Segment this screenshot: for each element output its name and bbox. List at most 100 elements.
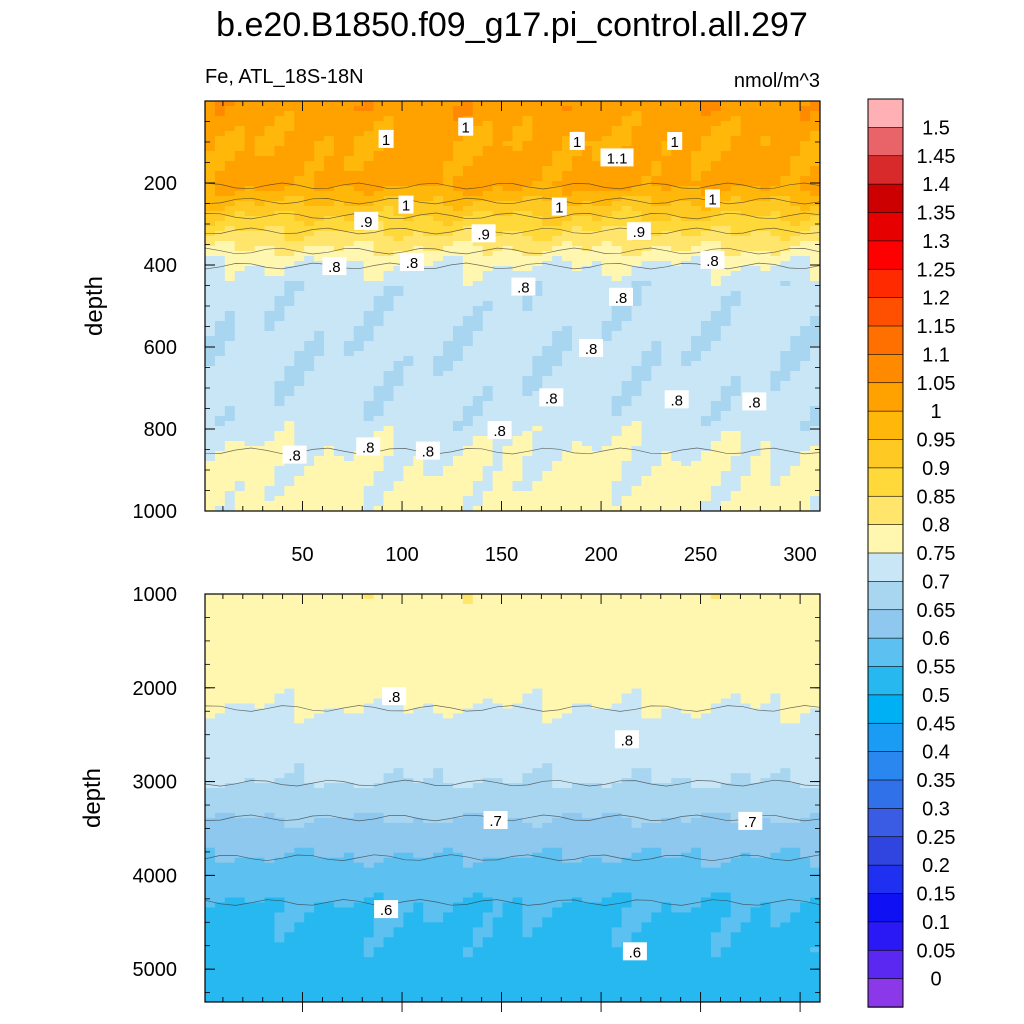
contour-cell: [790, 266, 801, 272]
contour-cell: [333, 296, 345, 302]
contour-cell: [522, 196, 533, 202]
contour-cell: [681, 181, 692, 187]
contour-cell: [710, 236, 722, 242]
contour-cell: [810, 366, 820, 372]
contour-cell: [224, 371, 236, 377]
contour-cell: [383, 481, 395, 487]
contour-cell: [274, 491, 285, 497]
contour-cell: [730, 316, 742, 322]
contour-cell: [641, 206, 652, 212]
contour-cell: [264, 176, 276, 182]
contour-cell: [314, 191, 325, 197]
contour-cell: [284, 161, 295, 167]
contour-cell: [522, 266, 533, 272]
contour-cell: [661, 481, 672, 487]
contour-cell: [700, 371, 712, 377]
contour-cell: [661, 331, 672, 337]
contour-cell: [284, 316, 295, 322]
contour-cell: [304, 186, 315, 192]
contour-cell: [482, 476, 494, 482]
contour-cell: [691, 101, 702, 107]
contour-cell: [353, 311, 365, 317]
contour-cell: [671, 151, 682, 157]
contour-cell: [631, 416, 643, 422]
contour-cell: [314, 386, 325, 392]
contour-cell: [492, 281, 504, 287]
contour-cell: [641, 496, 652, 502]
contour-cell: [661, 221, 672, 227]
contour-cell: [274, 436, 285, 442]
contour-cell: [502, 291, 514, 297]
contour-cell: [264, 261, 276, 267]
contour-cell: [532, 451, 543, 457]
contour-cell: [373, 406, 385, 412]
contour-cell: [433, 391, 444, 397]
contour-cell: [572, 451, 583, 457]
contour-cell: [532, 221, 543, 227]
contour-cell: [433, 206, 444, 212]
contour-cell: [433, 196, 444, 202]
contour-cell: [542, 371, 553, 377]
contour-cell: [472, 161, 484, 167]
contour-cell: [542, 276, 553, 282]
contour-cell: [462, 436, 474, 442]
contour-cell: [254, 196, 266, 202]
contour-cell: [324, 381, 335, 387]
contour-cell: [572, 366, 583, 372]
contour-cell: [423, 391, 434, 397]
contour-cell: [700, 156, 712, 162]
contour-cell: [750, 476, 762, 482]
contour-cell: [691, 276, 702, 282]
contour-cell: [205, 256, 216, 262]
contour-cell: [224, 451, 236, 457]
contour-cell: [314, 281, 325, 287]
contour-cell: [740, 206, 752, 212]
contour-cell: [532, 341, 543, 347]
contour-cell: [264, 316, 276, 322]
contour-cell: [274, 411, 285, 417]
contour-cell: [651, 471, 662, 477]
contour-cell: [304, 226, 315, 232]
contour-cell: [780, 471, 791, 477]
contour-cell: [482, 276, 494, 282]
contour-cell: [472, 136, 484, 142]
contour-cell: [691, 221, 702, 227]
contour-cell: [532, 206, 543, 212]
contour-cell: [512, 261, 524, 267]
contour-cell: [343, 231, 355, 237]
contour-cell: [254, 396, 266, 402]
contour-cell: [343, 171, 355, 177]
contour-cell: [482, 371, 494, 377]
contour-cell: [512, 151, 524, 157]
contour-cell: [790, 441, 801, 447]
contour-cell: [800, 391, 811, 397]
contour-cell: [750, 376, 762, 382]
contour-cell: [224, 321, 236, 327]
contour-cell: [333, 391, 345, 397]
contour-cell: [591, 401, 603, 407]
contour-cell: [552, 476, 563, 482]
contour-cell: [443, 206, 454, 212]
contour-cell: [542, 141, 553, 147]
contour-cell: [214, 426, 226, 432]
contour-cell: [482, 151, 494, 157]
contour-cell: [691, 376, 702, 382]
contour-cell: [363, 171, 375, 177]
contour-cell: [750, 241, 762, 247]
contour-cell: [512, 101, 524, 107]
contour-cell: [710, 151, 722, 157]
contour-cell: [512, 371, 524, 377]
contour-cell: [423, 461, 434, 467]
contour-cell: [264, 411, 276, 417]
contour-cell: [284, 201, 295, 207]
contour-cell: [581, 196, 593, 202]
contour-cell: [542, 281, 553, 287]
contour-cell: [472, 101, 484, 107]
contour-cell: [383, 221, 395, 227]
contour-cell: [294, 436, 305, 442]
contour-cell: [552, 251, 563, 257]
contour-cell: [433, 351, 444, 357]
contour-cell: [512, 481, 524, 487]
contour-cell: [383, 121, 395, 127]
contour-cell: [373, 471, 385, 477]
